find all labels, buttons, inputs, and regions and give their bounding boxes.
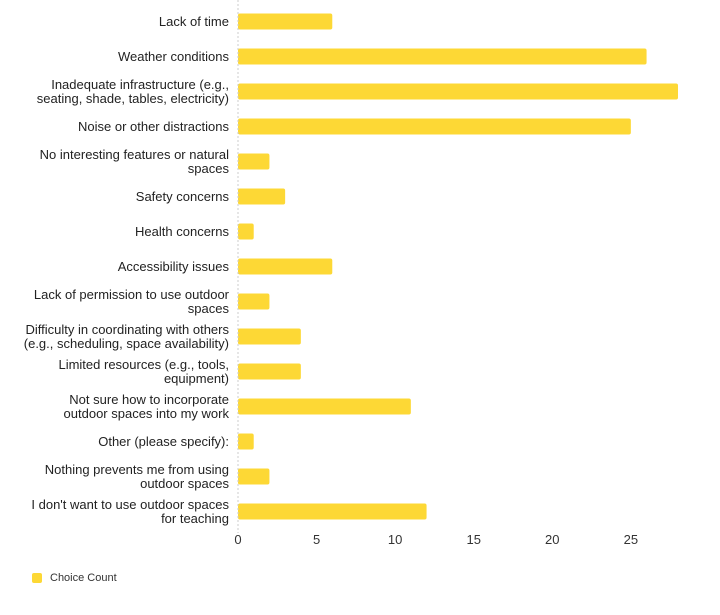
bars-group [238, 13, 678, 520]
bar [238, 503, 427, 520]
category-label: Other (please specify): [98, 434, 229, 449]
category-label: Lack of permission to use outdoor spaces [34, 287, 230, 316]
category-label: Inadequate infrastructure (e.g., seating,… [37, 77, 229, 106]
category-label: Accessibility issues [118, 259, 230, 274]
bar [238, 83, 678, 100]
category-label: Weather conditions [118, 49, 230, 64]
bar [238, 223, 254, 240]
x-tick-label: 5 [313, 532, 320, 547]
x-tick-label: 15 [466, 532, 480, 547]
x-tick-label: 0 [234, 532, 241, 547]
x-axis-ticks: 0 5 10 15 20 25 [234, 532, 638, 547]
category-label: Not sure how to incorporate outdoor space… [64, 392, 230, 421]
bar [238, 293, 270, 310]
bar [238, 398, 411, 415]
bar [238, 188, 286, 205]
category-label: Difficulty in coordinating with others (e… [24, 322, 230, 351]
bar [238, 363, 301, 380]
bar [238, 328, 301, 345]
bar [238, 433, 254, 450]
bar [238, 153, 270, 170]
category-label: Lack of time [159, 14, 229, 29]
category-label: I don't want to use outdoor spaces for te… [31, 497, 229, 526]
bar [238, 13, 333, 30]
legend-swatch [32, 573, 42, 583]
category-label: Health concerns [135, 224, 229, 239]
category-label: Limited resources (e.g., tools, equipment… [58, 357, 229, 386]
category-labels: Lack of time Weather conditions Inadequate… [24, 14, 230, 526]
category-label: No interesting features or natural spaces [40, 147, 230, 176]
bar [238, 468, 270, 485]
x-tick-label: 10 [388, 532, 402, 547]
category-label: Noise or other distractions [78, 119, 230, 134]
category-label: Nothing prevents me from using outdoor sp… [45, 462, 230, 491]
category-label: Safety concerns [136, 189, 230, 204]
bar [238, 258, 333, 275]
legend-label: Choice Count [50, 572, 117, 584]
bar [238, 118, 631, 135]
legend: Choice Count [32, 572, 117, 584]
x-tick-label: 20 [545, 532, 559, 547]
x-tick-label: 25 [624, 532, 638, 547]
bar [238, 48, 647, 65]
